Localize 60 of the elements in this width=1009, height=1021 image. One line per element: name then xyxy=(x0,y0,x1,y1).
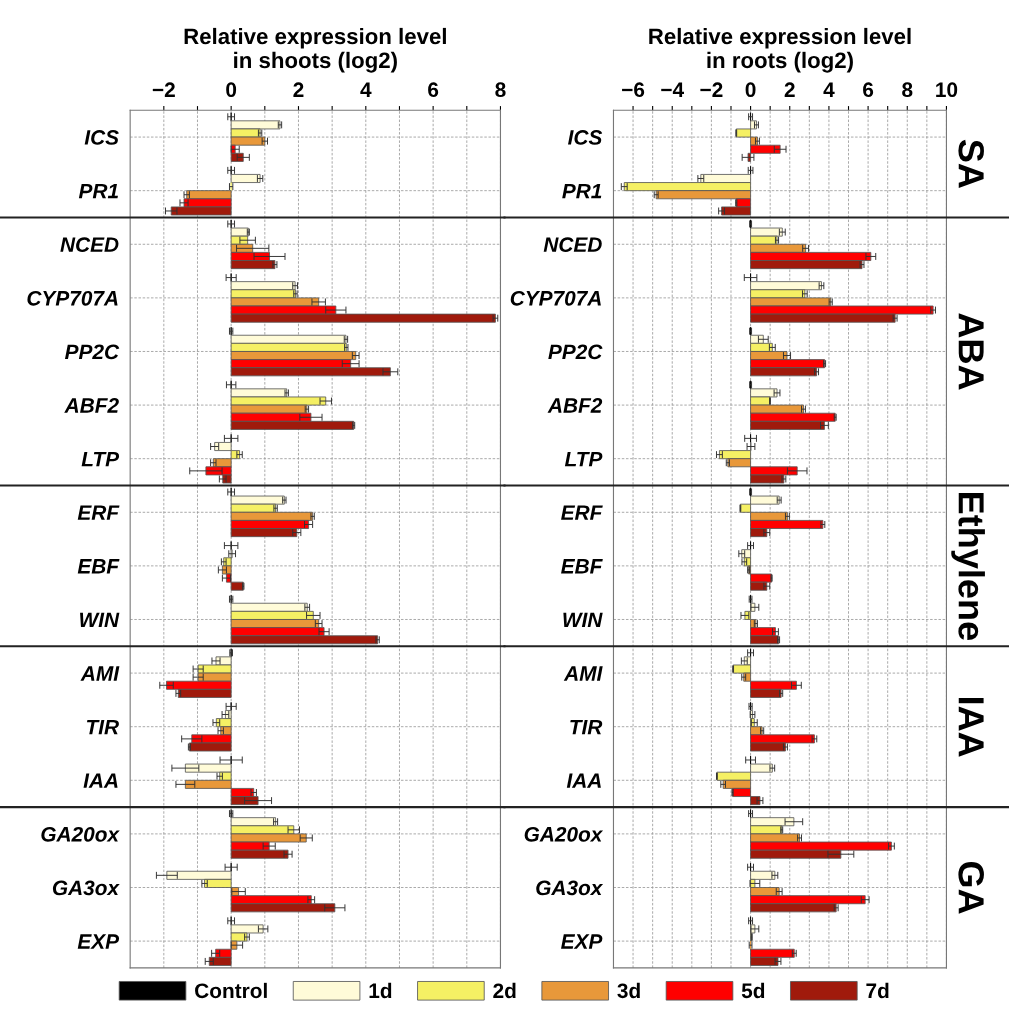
y-tick-label: GA3ox xyxy=(536,880,604,896)
y-tick-label: EBF xyxy=(77,559,120,574)
legend-label: 5d xyxy=(741,982,765,999)
y-tick-label: PR1 xyxy=(78,183,118,199)
x-tick-label: 2 xyxy=(293,82,304,97)
x-tick-label: 8 xyxy=(902,82,913,98)
x-tick-label: 10 xyxy=(936,82,958,98)
text: GA xyxy=(958,861,984,914)
y-tick-label: NCED xyxy=(543,237,602,253)
y-tick-label: TIR xyxy=(86,719,119,735)
x-tick-label: 6 xyxy=(863,82,874,98)
y-tick-label: AMI xyxy=(80,666,120,681)
y-tick-label: LTP xyxy=(564,451,603,467)
y-tick-label: CYP707A xyxy=(27,290,118,306)
x-tick-label: 6 xyxy=(428,82,439,98)
y-tick-label: AMI xyxy=(563,666,603,681)
y-tick-label: ABF2 xyxy=(547,398,603,413)
y-tick-label: EBF xyxy=(561,559,603,574)
y-tick-label: ICS xyxy=(84,130,119,145)
x-tick-label: 0 xyxy=(745,82,756,98)
y-tick-label: EXP xyxy=(77,934,120,949)
legend-label: 2d xyxy=(493,982,516,999)
x-axis-title: Relative expression level in roots (log2) xyxy=(649,27,911,73)
y-tick-label: WIN xyxy=(563,612,603,628)
x-tick-label: 0 xyxy=(226,82,237,98)
y-tick-label: IAA xyxy=(566,773,601,788)
legend-label: Control xyxy=(195,982,267,999)
legend-label: 7d xyxy=(866,982,889,999)
x-tick-label: 2 xyxy=(784,82,795,97)
y-tick-label: PP2C xyxy=(64,344,120,360)
y-tick-label: NCED xyxy=(60,237,119,253)
y-tick-label: TIR xyxy=(570,719,603,735)
y-tick-label: ERF xyxy=(77,505,120,520)
y-tick-label: ICS xyxy=(568,130,603,145)
y-tick-label: CYP707A xyxy=(510,290,601,306)
x-tick-label: 4 xyxy=(360,82,372,97)
y-tick-label: ERF xyxy=(561,505,603,520)
x-axis-title: Relative expression level in shoots (log2) xyxy=(184,27,446,73)
x-tick-label: −4 xyxy=(661,82,684,97)
y-tick-label: LTP xyxy=(81,451,120,467)
text: Ethylene xyxy=(951,493,985,640)
y-tick-label: GA20ox xyxy=(41,826,120,842)
x-tick-label: 4 xyxy=(823,82,835,97)
y-tick-label: ABF2 xyxy=(64,398,119,413)
y-tick-label: PR1 xyxy=(562,183,602,199)
y-tick-label: PP2C xyxy=(548,344,603,360)
text: IAA xyxy=(958,698,984,757)
y-tick-label: WIN xyxy=(80,612,120,628)
x-tick-label: −2 xyxy=(152,82,175,97)
text: SA xyxy=(958,139,984,188)
y-tick-label: IAA xyxy=(83,773,118,788)
text: ABA xyxy=(958,313,984,390)
x-tick-label: −6 xyxy=(622,82,645,98)
x-tick-label: −2 xyxy=(700,82,723,97)
x-tick-label: 8 xyxy=(495,82,506,98)
legend-label: 1d xyxy=(369,982,392,999)
y-tick-label: EXP xyxy=(561,934,603,949)
y-tick-label: GA20ox xyxy=(524,826,604,842)
legend-label: 3d xyxy=(617,982,640,999)
y-tick-label: GA3ox xyxy=(52,880,120,896)
